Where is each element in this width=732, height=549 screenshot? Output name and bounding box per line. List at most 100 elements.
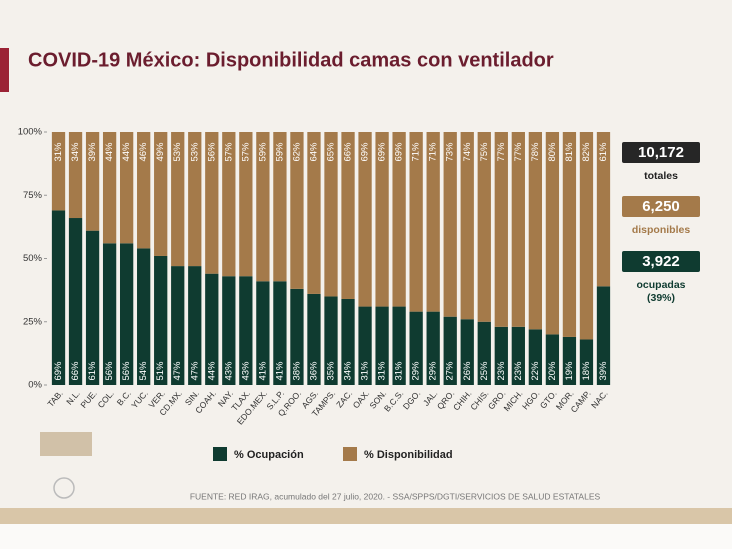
value-label: 78%	[530, 142, 541, 162]
bar-segment	[545, 132, 560, 335]
bar-segment	[392, 132, 406, 307]
bar-segment	[460, 132, 474, 320]
value-label: 81%	[564, 142, 575, 162]
bar-segment	[222, 132, 236, 277]
value-label: 18%	[581, 361, 592, 381]
bar-segment	[137, 132, 151, 249]
value-label: 41%	[274, 361, 285, 381]
y-tick-label: 50%	[23, 253, 43, 264]
summary-caption: totales	[644, 170, 678, 182]
summary-caption: disponibles	[632, 224, 691, 236]
bar-segment	[137, 248, 151, 385]
bar-segment	[307, 293, 321, 385]
value-label: 38%	[291, 361, 302, 381]
summary-box	[622, 142, 700, 163]
chart-title: COVID-19 México: Disponibilidad camas co…	[28, 49, 554, 71]
bar-segment	[443, 132, 457, 317]
bar-segment	[239, 132, 253, 277]
value-label: 39%	[87, 142, 98, 162]
bar-segment	[256, 281, 270, 385]
bar-segment	[222, 276, 236, 385]
bar-segment	[188, 132, 202, 267]
bar-segment	[85, 230, 100, 385]
bottom-strip	[0, 524, 732, 549]
value-label: 25%	[479, 361, 490, 381]
value-label: 53%	[172, 142, 183, 162]
bar-segment	[579, 339, 594, 385]
value-label: 34%	[70, 142, 81, 162]
value-label: 59%	[257, 142, 268, 162]
bottom-band	[0, 508, 732, 524]
value-label: 59%	[274, 142, 285, 162]
bar-segment	[290, 132, 304, 289]
bar-segment	[273, 281, 287, 385]
bar-segment	[477, 321, 491, 385]
value-label: 66%	[70, 361, 81, 381]
y-tick-label: 100%	[18, 127, 43, 138]
bar-segment	[426, 311, 440, 385]
summary-box	[622, 196, 700, 217]
bar-segment	[596, 286, 611, 385]
value-label: 82%	[581, 142, 592, 162]
value-label: 39%	[598, 361, 609, 381]
bar-segment	[119, 132, 134, 244]
value-label: 46%	[138, 142, 149, 162]
legend-swatch	[213, 447, 227, 461]
bar-segment	[154, 132, 168, 256]
bar-segment	[205, 132, 219, 274]
bar-segment	[579, 132, 594, 340]
bar-segment	[545, 334, 560, 385]
value-label: 22%	[530, 361, 541, 381]
value-label: 29%	[428, 361, 439, 381]
value-label: 49%	[155, 142, 166, 162]
value-label: 56%	[121, 361, 132, 381]
accent-bar	[0, 48, 9, 92]
value-label: 56%	[206, 142, 217, 162]
bar-segment	[358, 132, 372, 307]
value-label: 56%	[104, 361, 115, 381]
summary-value: 6,250	[642, 198, 680, 215]
value-label: 29%	[411, 361, 422, 381]
bar-segment	[494, 132, 508, 327]
value-label: 61%	[87, 361, 98, 381]
bar-segment	[562, 132, 577, 337]
value-label: 34%	[343, 361, 354, 381]
bar-segment	[341, 132, 355, 299]
bar-segment	[375, 306, 389, 385]
bar-segment	[102, 243, 117, 385]
bar-segment	[239, 276, 253, 385]
summary-value: 3,922	[642, 253, 680, 270]
value-label: 69%	[394, 142, 405, 162]
value-label: 77%	[513, 142, 524, 162]
value-label: 73%	[445, 142, 456, 162]
bar-segment	[171, 132, 185, 267]
y-tick-label: 75%	[23, 190, 43, 201]
value-label: 41%	[257, 361, 268, 381]
value-label: 44%	[104, 142, 115, 162]
bar-segment	[494, 326, 508, 385]
bar-segment	[528, 132, 543, 330]
value-label: 35%	[326, 361, 337, 381]
value-label: 19%	[564, 361, 575, 381]
legend-label: % Disponibilidad	[364, 449, 453, 461]
value-label: 26%	[462, 361, 473, 381]
bar-segment	[205, 273, 219, 385]
legend-label: % Ocupación	[234, 449, 304, 461]
value-label: 20%	[547, 361, 558, 381]
value-label: 57%	[223, 142, 234, 162]
value-label: 31%	[377, 361, 388, 381]
value-label: 23%	[513, 361, 524, 381]
value-label: 44%	[121, 142, 132, 162]
bar-segment	[68, 132, 83, 219]
value-label: 65%	[326, 142, 337, 162]
bar-segment	[51, 210, 66, 385]
bar-segment	[341, 298, 355, 385]
bar-segment	[460, 319, 474, 385]
bar-segment	[511, 326, 525, 385]
value-label: 47%	[189, 361, 200, 381]
value-label: 77%	[496, 142, 507, 162]
bar-segment	[119, 243, 134, 385]
source: FUENTE: RED IRAG, acumulado del 27 julio…	[190, 491, 601, 501]
summary-caption: ocupadas	[636, 279, 685, 291]
summary-caption: (39%)	[647, 292, 675, 304]
